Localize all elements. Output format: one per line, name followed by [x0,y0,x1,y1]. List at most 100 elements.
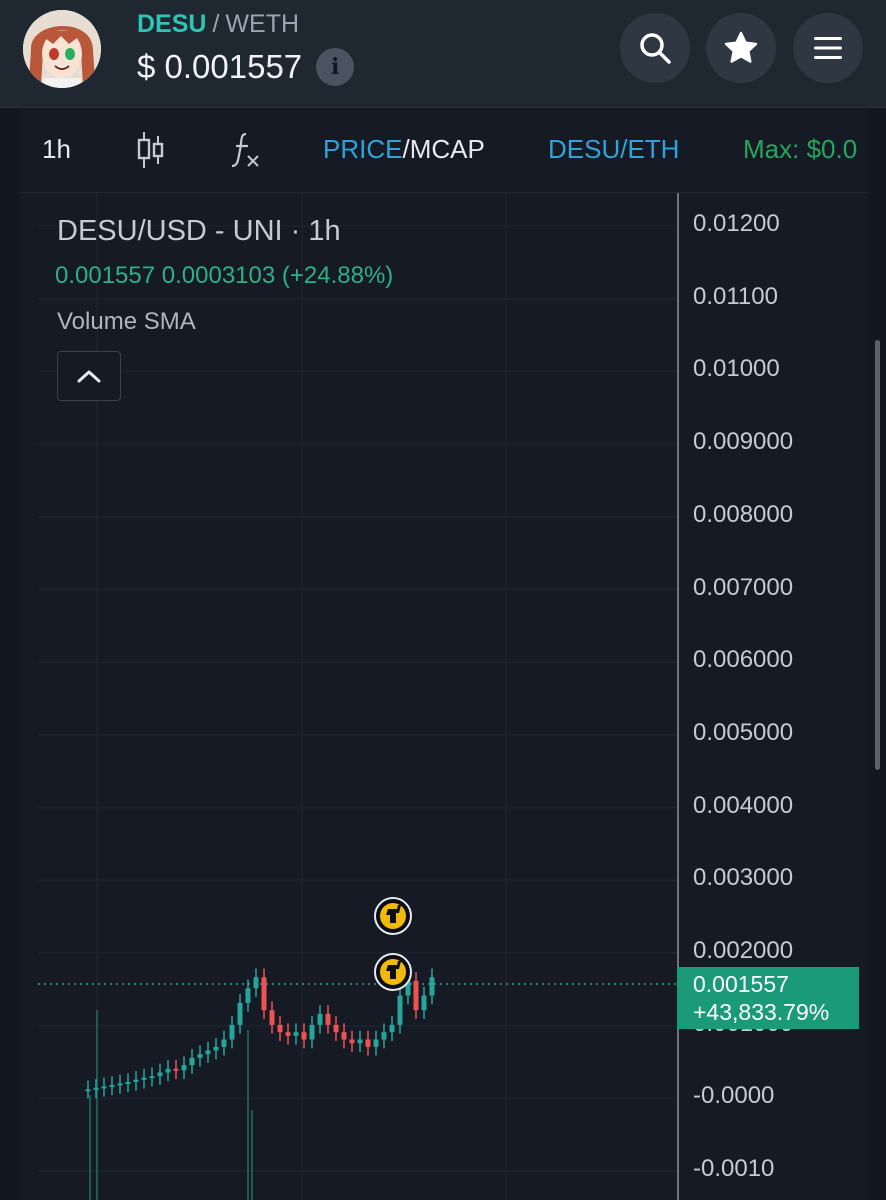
candle-body [285,1032,291,1036]
candle-body [277,1024,283,1033]
chart-grid [38,193,678,1200]
header-price-row: $ 0.001557 i [137,48,355,86]
candle-body [141,1077,147,1080]
candle-body [373,1039,379,1047]
candle-body [117,1083,123,1086]
chevron-up-icon [77,370,101,383]
candle-body [341,1032,347,1040]
candle-body [261,977,267,1011]
y-axis-label: -0.0000 [693,1082,775,1110]
favorite-button[interactable] [706,13,776,83]
candle-body [221,1039,227,1047]
chart-panel: 1h PRICE/MCAP DESU/ETH Max: $0.0 [20,110,880,1200]
candle-body [405,980,411,996]
candle-body [349,1039,355,1044]
candle-body [133,1079,139,1082]
candle-body [109,1084,115,1087]
y-axis-label: 0.01000 [693,355,780,383]
last-price-change: +43,833.79% [693,999,830,1025]
menu-button[interactable] [793,13,863,83]
candle-body [253,977,259,989]
candle-body [173,1068,179,1071]
candle-body [125,1081,131,1084]
star-icon [724,31,758,63]
toolbar-divider [20,192,868,193]
price-chart[interactable] [20,193,868,1200]
y-axis-label: 0.006000 [693,646,794,674]
y-axis-label: 0.009000 [693,428,794,456]
candle-body [229,1024,235,1040]
max-price-label: Max: $0.0 [743,134,858,164]
token-avatar [23,10,101,88]
search-icon [640,33,671,64]
info-icon[interactable]: i [316,48,355,86]
trade-marker-top[interactable] [374,897,412,935]
trade-marker-icon [386,905,401,923]
candle-body [189,1057,195,1066]
y-axis-label: 0.002000 [693,937,794,964]
price-mcap-slash: / [402,134,410,164]
trade-marker-bottom[interactable] [374,953,412,991]
pair-toggle[interactable]: DESU/ETH [548,134,680,164]
candle-body [421,995,427,1011]
candle-body [149,1076,155,1079]
last-price-badge: 0.001557 +43,833.79% [677,967,859,1029]
candle-body [157,1072,163,1077]
legend-title: DESU/USD - UNI · 1h [57,215,341,247]
pair-separator: / [212,10,220,38]
price-label: PRICE [323,134,403,164]
pair-name: DESU / WETH [137,10,299,39]
candle-body [101,1086,107,1089]
scrollbar[interactable] [875,340,880,770]
candle-body [309,1024,315,1040]
candle-body [413,980,419,1011]
candle-body [301,1032,307,1040]
y-axis-label: 0.003000 [693,864,794,892]
y-axis-label: 0.01200 [693,210,780,237]
search-button[interactable] [620,13,690,83]
interval-selector[interactable]: 1h [42,134,71,164]
candle-body [365,1039,371,1047]
candle-body [165,1068,171,1073]
header-price: $ 0.001557 [137,48,303,85]
candle-body [357,1039,363,1044]
pair-base: DESU [137,10,207,38]
candle-body [325,1013,331,1025]
candle-body [429,977,435,996]
volume-sma-label: Volume SMA [57,308,196,335]
pair-quote: WETH [225,10,300,38]
top-header: DESU / WETH $ 0.001557 i [0,0,886,108]
candle-body [269,1010,275,1025]
fx-indicator-icon[interactable] [228,130,264,170]
candle-body [93,1087,99,1090]
trade-marker-icon [386,961,401,979]
y-axis-label: 0.01100 [693,282,778,310]
candles [85,968,435,1099]
candlestick-icon[interactable] [136,130,166,170]
candle-body [381,1032,387,1040]
candle-body [293,1032,299,1036]
price-mcap-toggle[interactable]: PRICE/MCAP [323,134,485,165]
legend-values: 0.001557 0.0003103 (+24.88%) [55,262,394,289]
candle-body [205,1050,211,1055]
y-axis-label: 0.005000 [693,718,794,746]
y-axis-label: 0.004000 [693,791,794,819]
candle-body [333,1024,339,1033]
volume-bars [89,1010,253,1200]
candle-body [85,1089,91,1092]
collapse-legend-button[interactable] [57,351,121,401]
candle-body [181,1065,187,1071]
candle-body [197,1054,203,1058]
chart-toolbar: 1h PRICE/MCAP DESU/ETH Max: $0.0 [20,110,868,192]
hamburger-menu-icon [814,37,842,59]
candle-body [213,1046,219,1051]
y-axis-label: 0.008000 [693,500,794,528]
mcap-label: MCAP [409,134,485,164]
candle-body [317,1013,323,1025]
candle-body [397,995,403,1025]
y-axis-label: -0.0010 [693,1155,775,1183]
y-axis-label: 0.007000 [693,573,794,601]
candle-body [245,988,251,1003]
candle-body [389,1024,395,1033]
candle-body [237,1002,243,1025]
